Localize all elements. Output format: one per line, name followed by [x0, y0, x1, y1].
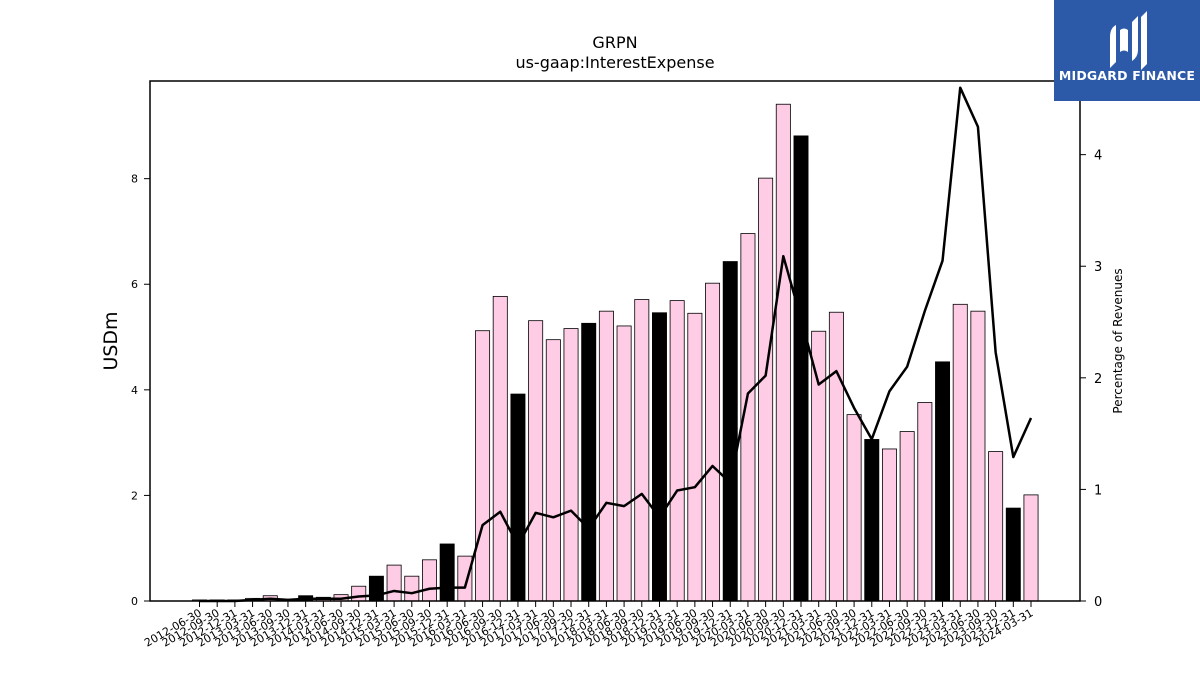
bar-2016-12-31	[510, 393, 526, 602]
bar-2019-12-31	[722, 261, 738, 602]
y-axis-label: USDm	[100, 311, 122, 370]
y2-tick-label: 2	[1094, 372, 1102, 387]
chart-title: GRPN	[592, 33, 637, 52]
bar-2023-12-31	[1005, 507, 1021, 602]
bar-2022-06-30	[899, 431, 915, 602]
percentage-line	[199, 86, 1033, 603]
midgard-logo-icon	[1110, 11, 1147, 70]
bar-2015-12-31	[439, 543, 455, 602]
y-axis: 0 2 4 6 8	[131, 173, 150, 608]
bar-2020-06-30	[758, 177, 774, 602]
bar-2021-06-30	[828, 311, 844, 602]
bar-2019-03-31	[669, 300, 685, 602]
bar-2022-09-30	[917, 402, 933, 602]
bar-2016-09-30	[492, 295, 508, 602]
bar-2019-06-30	[687, 312, 703, 602]
bar-2021-03-31	[811, 330, 827, 602]
bar-2015-03-31	[386, 564, 402, 602]
bar-2014-12-31	[368, 575, 384, 602]
bar-2018-09-30	[634, 299, 650, 602]
bar-2018-03-31	[598, 310, 614, 602]
bar-2015-09-30	[422, 559, 437, 602]
y-tick-label: 8	[131, 173, 138, 186]
y2-tick-label: 1	[1094, 483, 1102, 498]
y2-tick-label: 0	[1094, 595, 1102, 610]
bar-2017-09-30	[563, 328, 579, 602]
y-tick-label: 0	[131, 595, 138, 608]
bar-2024-03-31	[1023, 494, 1039, 602]
bar-2023-06-30	[970, 310, 986, 602]
bar-2022-03-31	[881, 448, 897, 602]
bar-2021-09-30	[846, 414, 862, 602]
y-tick-label: 2	[131, 489, 138, 502]
bar-2016-03-31	[457, 555, 473, 602]
bar-2020-09-30	[775, 103, 791, 602]
bar-2023-03-31	[952, 303, 968, 602]
y-tick-label: 6	[131, 278, 138, 291]
x-axis: 2012-06-302012-09-302012-12-312013-03-31…	[142, 601, 1036, 650]
y-tick-label: 4	[131, 384, 138, 397]
y2-tick-label: 3	[1094, 260, 1102, 275]
bar-2017-12-31	[581, 322, 597, 602]
chart-subtitle: us-gaap:InterestExpense	[515, 53, 714, 72]
bar-2019-09-30	[705, 282, 721, 602]
y2-axis-label: Percentage of Revenues	[1111, 268, 1125, 413]
bar-2016-06-30	[475, 330, 491, 602]
bar-2014-09-30	[351, 585, 367, 602]
y2-axis: 0 1 2 3 4	[1080, 149, 1102, 610]
bar-2017-03-31	[528, 320, 544, 602]
logo-text: MIDGARD FINANCE	[1058, 68, 1196, 83]
bar-2018-12-31	[652, 312, 667, 602]
plot-frame	[149, 80, 1081, 602]
bar-2021-12-31	[864, 439, 880, 602]
bar-2022-12-31	[935, 361, 951, 602]
bar-2020-12-31	[793, 135, 809, 602]
y2-tick-label: 4	[1094, 149, 1102, 164]
bar-2018-06-30	[616, 325, 632, 602]
bar-2017-06-30	[545, 339, 561, 602]
bar-series	[192, 103, 1039, 602]
bar-2015-06-30	[404, 575, 420, 602]
brand-logo: MIDGARD FINANCE	[1054, 0, 1200, 101]
bar-2023-09-30	[988, 451, 1004, 602]
